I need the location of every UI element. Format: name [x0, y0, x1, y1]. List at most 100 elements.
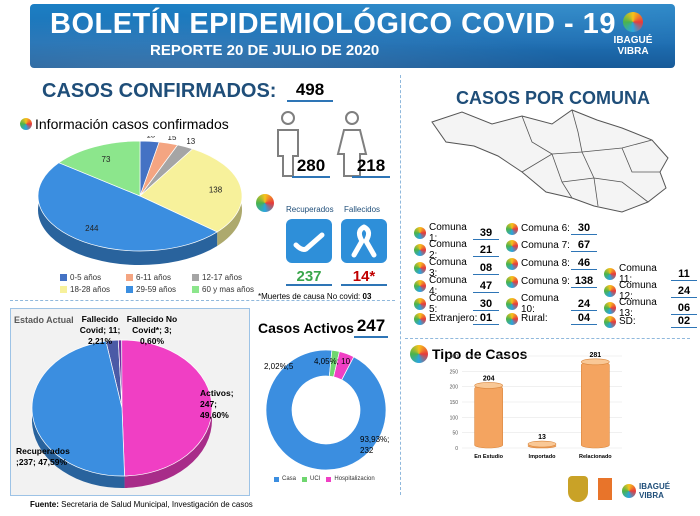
comuna-pin-icon	[506, 275, 518, 288]
brand-line-1: IBAGUÉ	[613, 35, 653, 46]
fuente-text: Secretaria de Salud Municipal, Investiga…	[58, 500, 253, 509]
fallecidos-underline	[341, 284, 387, 286]
comuna-item-13: Comuna 12: 24	[604, 280, 697, 302]
estado-pie-slice-3	[31, 340, 125, 477]
tipo-value-1: 13	[538, 434, 546, 441]
comuna-label: Comuna 8:	[521, 258, 570, 269]
recuperados-underline	[286, 284, 332, 286]
tipo-category-1: Importado	[529, 454, 557, 460]
info-header: Información casos confirmados	[20, 116, 229, 132]
age-legend-label-4: 29-59 años	[136, 285, 177, 294]
comuna-label: Comuna 3:	[429, 257, 467, 279]
tipo-ytick-5: 250	[450, 369, 459, 375]
comuna-item-15: SD: 02	[604, 315, 697, 328]
comuna-pin-icon	[414, 312, 426, 325]
confirmados-label: CASOS CONFIRMADOS:	[42, 80, 277, 102]
comuna-label: Comuna 12:	[619, 280, 657, 302]
age-legend-swatch-0	[60, 274, 67, 281]
age-pie-label-4: 244	[85, 224, 99, 233]
age-legend-swatch-1	[126, 274, 133, 281]
tipo-bar-top-0	[474, 382, 503, 389]
tipo-ytick-0: 0	[455, 446, 458, 452]
activos-donut-slice-2	[333, 351, 355, 381]
comuna-pin-icon	[506, 312, 518, 325]
estado-actual-title: Estado Actual	[14, 315, 74, 325]
ibague-map	[431, 109, 669, 213]
comuna-value: 08	[473, 262, 499, 275]
tipo-ytick-6: 300	[450, 354, 459, 360]
tipo-bar-top-2	[581, 358, 610, 366]
activos-label-hosp: 4,05%; 10	[314, 357, 351, 366]
secretaria-logo-icon	[598, 478, 612, 500]
tipo-ytick-1: 50	[452, 431, 458, 437]
comuna-value: 47	[473, 280, 499, 293]
tipo-label: Tipo de Casos	[432, 346, 528, 362]
estado-label-recuperados: Recuperados ;237; 47,59%	[16, 446, 70, 467]
comuna-value: 11	[671, 268, 697, 281]
estado-label-fallecido-no-covid: Fallecido No Covid*; 3; 0,60%	[126, 314, 178, 346]
age-pie-legend: 0-5 años 6-11 años 12-17 años 18-28 años 29-…	[60, 273, 260, 294]
brand-swirl-icon	[623, 12, 643, 32]
comuna-item-5: Extranjero: 01	[414, 312, 499, 325]
comuna-pin-icon	[506, 222, 518, 235]
age-pie-labels: 15 15 13 138 244 73	[85, 136, 223, 233]
age-pie-label-1: 15	[168, 136, 177, 142]
comuna-item-9: Comuna 9: 138	[506, 275, 597, 288]
comuna-item-3: Comuna 4: 47	[414, 275, 499, 297]
alcaldia-crest-icon	[568, 476, 588, 502]
comuna-item-11: Rural: 04	[506, 312, 597, 325]
divider-left-horizontal	[10, 300, 395, 301]
comuna-value: 02	[671, 315, 697, 328]
footer-brand-logo: IBAGUÉ VIBRA	[622, 482, 670, 500]
comuna-value: 138	[571, 275, 597, 288]
tipo-bar-2	[581, 361, 610, 449]
estado-pin-icon	[256, 194, 274, 212]
comuna-item-7: Comuna 7: 67	[506, 239, 597, 252]
comuna-pin-icon	[414, 227, 426, 239]
activos-donut-slices	[265, 349, 387, 471]
comuna-label: Comuna 7:	[521, 240, 570, 251]
activos-legend-item-0: Casa	[274, 476, 296, 482]
tipo-ytick-4: 200	[450, 385, 459, 391]
tipo-ytick-2: 100	[450, 415, 459, 421]
tipo-category-2: Relacionado	[579, 454, 612, 460]
comuna-label: Comuna 10:	[521, 293, 559, 315]
activos-legend-label-1: UCI	[310, 476, 321, 482]
activos-legend: Casa UCI Hospitalizacion	[274, 476, 375, 482]
nota-no-covid: *Muertes de causa No covid: 03	[258, 292, 371, 301]
comuna-value: 24	[571, 298, 597, 311]
recuperados-count: 237	[296, 268, 322, 285]
age-pie-chart: 15 15 13 138 244 73	[37, 136, 243, 266]
age-pie-label-5: 73	[102, 155, 111, 164]
fuente-label: Fuente:	[30, 500, 59, 509]
report-date: REPORTE 20 DE JULIO DE 2020	[150, 42, 380, 59]
activos-legend-item-2: Hospitalizacion	[326, 476, 375, 482]
comuna-pin-icon	[506, 298, 518, 310]
footer-source: Fuente: Secretaria de Salud Municipal, I…	[30, 500, 253, 509]
estado-label-activos: Activos; 247; 49,60%	[200, 388, 234, 420]
activos-legend-swatch-2	[326, 476, 332, 482]
comuna-item-14: Comuna 13: 06	[604, 297, 697, 319]
age-legend-swatch-4	[126, 286, 133, 293]
info-title: Información casos confirmados	[35, 116, 229, 132]
tipo-bar-top-1	[527, 440, 557, 448]
comuna-item-1: Comuna 2: 21	[414, 239, 499, 261]
recuperados-label: Recuperados	[286, 205, 334, 214]
comuna-item-4: Comuna 5: 30	[414, 293, 499, 315]
banner-texture	[30, 4, 675, 68]
age-pie-label-3: 138	[209, 186, 223, 195]
nota-valor: 03	[362, 292, 372, 301]
comuna-pin-icon	[414, 298, 426, 310]
comuna-label: Comuna 11:	[619, 263, 657, 285]
age-legend-item-0: 0-5 años	[60, 273, 126, 282]
activos-label-uci: 2,02%;5	[264, 362, 294, 371]
comuna-value: 01	[473, 312, 499, 325]
comuna-pin-icon	[604, 315, 616, 328]
activos-legend-item-1: UCI	[302, 476, 320, 482]
tipo-category-0: En Estudio	[474, 454, 503, 460]
age-legend-swatch-2	[192, 274, 199, 281]
brand-line-2: VIBRA	[617, 46, 649, 57]
estado-pie-chart	[31, 339, 213, 488]
comuna-item-10: Comuna 10: 24	[506, 293, 597, 315]
map-comuna-lines	[521, 109, 660, 207]
